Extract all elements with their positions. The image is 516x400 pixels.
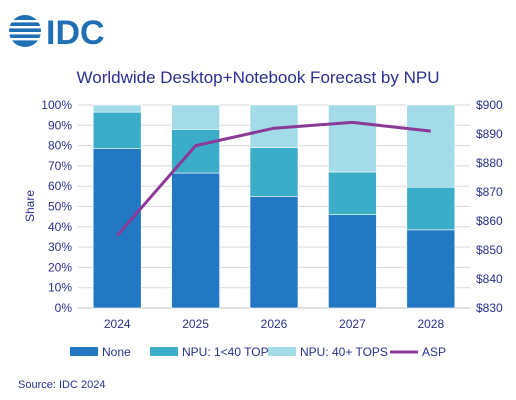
bar-npu-1-40-tops-2027 (328, 171, 377, 215)
left-tick-label: 40% (48, 220, 72, 234)
right-tick-label: $880 (476, 156, 503, 170)
x-tick-label: 2025 (182, 317, 209, 331)
source-note: Source: IDC 2024 (18, 379, 105, 391)
right-tick-label: $830 (476, 301, 503, 315)
right-tick-label: $900 (476, 98, 503, 112)
left-tick-label: 20% (48, 260, 72, 274)
left-tick-label: 10% (48, 281, 72, 295)
bar-none-2024 (92, 148, 142, 309)
bar-none-2025 (171, 172, 220, 309)
idc-logo: IDC (8, 14, 105, 52)
legend-swatch-npu-1-40-tops (150, 347, 178, 356)
bar-npu-1-40-tops-2026 (249, 147, 299, 197)
bars (92, 104, 456, 309)
bar-none-2027 (328, 214, 377, 309)
x-tick-label: 2027 (339, 317, 366, 331)
left-axis-ticks: 0% 10% 20% 30% 40% 50% 60% 70% 80% 90% 100% (41, 98, 72, 315)
legend-swatch-none (70, 347, 98, 356)
bar-npu-40-tops-2027 (328, 104, 377, 173)
x-tick-label: 2028 (417, 317, 444, 331)
y-axis-label: Share (23, 190, 37, 222)
left-tick-label: 90% (48, 118, 72, 132)
idc-globe-icon (8, 15, 42, 47)
legend-label-npu-1-40-tops: NPU: 1<40 TOPS (182, 345, 277, 359)
legend-label-none: None (102, 345, 131, 359)
bar-npu-1-40-tops-2024 (92, 111, 142, 149)
left-tick-label: 0% (55, 301, 73, 315)
bar-npu-40-tops-2028 (406, 104, 456, 188)
right-tick-label: $860 (476, 214, 503, 228)
right-tick-label: $840 (476, 272, 503, 286)
left-tick-label: 100% (41, 98, 72, 112)
x-axis-ticks: 2024 2025 2026 2027 2028 (104, 317, 445, 331)
left-tick-label: 60% (48, 179, 72, 193)
logo-text: IDC (46, 14, 105, 52)
bar-npu-40-tops-2024 (92, 104, 142, 113)
x-tick-label: 2024 (104, 317, 131, 331)
x-tick-label: 2026 (261, 317, 288, 331)
bar-npu-40-tops-2025 (171, 104, 220, 130)
right-tick-label: $890 (476, 127, 503, 141)
legend-label-npu-40-tops: NPU: 40+ TOPS (300, 345, 388, 359)
right-tick-label: $850 (476, 243, 503, 257)
left-tick-label: 70% (48, 159, 72, 173)
left-tick-label: 50% (48, 200, 72, 214)
left-tick-label: 80% (48, 139, 72, 153)
asp-line-series (116, 120, 431, 237)
right-tick-label: $870 (476, 185, 503, 199)
bar-none-2026 (249, 196, 299, 309)
bar-none-2028 (406, 229, 456, 309)
legend-swatch-npu-40-tops (268, 347, 296, 356)
right-axis-ticks: $830 $840 $850 $860 $870 $880 $890 $900 (476, 98, 503, 315)
left-tick-label: 30% (48, 240, 72, 254)
chart-title: Worldwide Desktop+Notebook Forecast by N… (77, 68, 440, 87)
legend-label-asp: ASP (422, 345, 446, 359)
legend: None NPU: 1<40 TOPS NPU: 40+ TOPS ASP (70, 345, 446, 359)
bar-npu-1-40-tops-2028 (406, 186, 456, 231)
